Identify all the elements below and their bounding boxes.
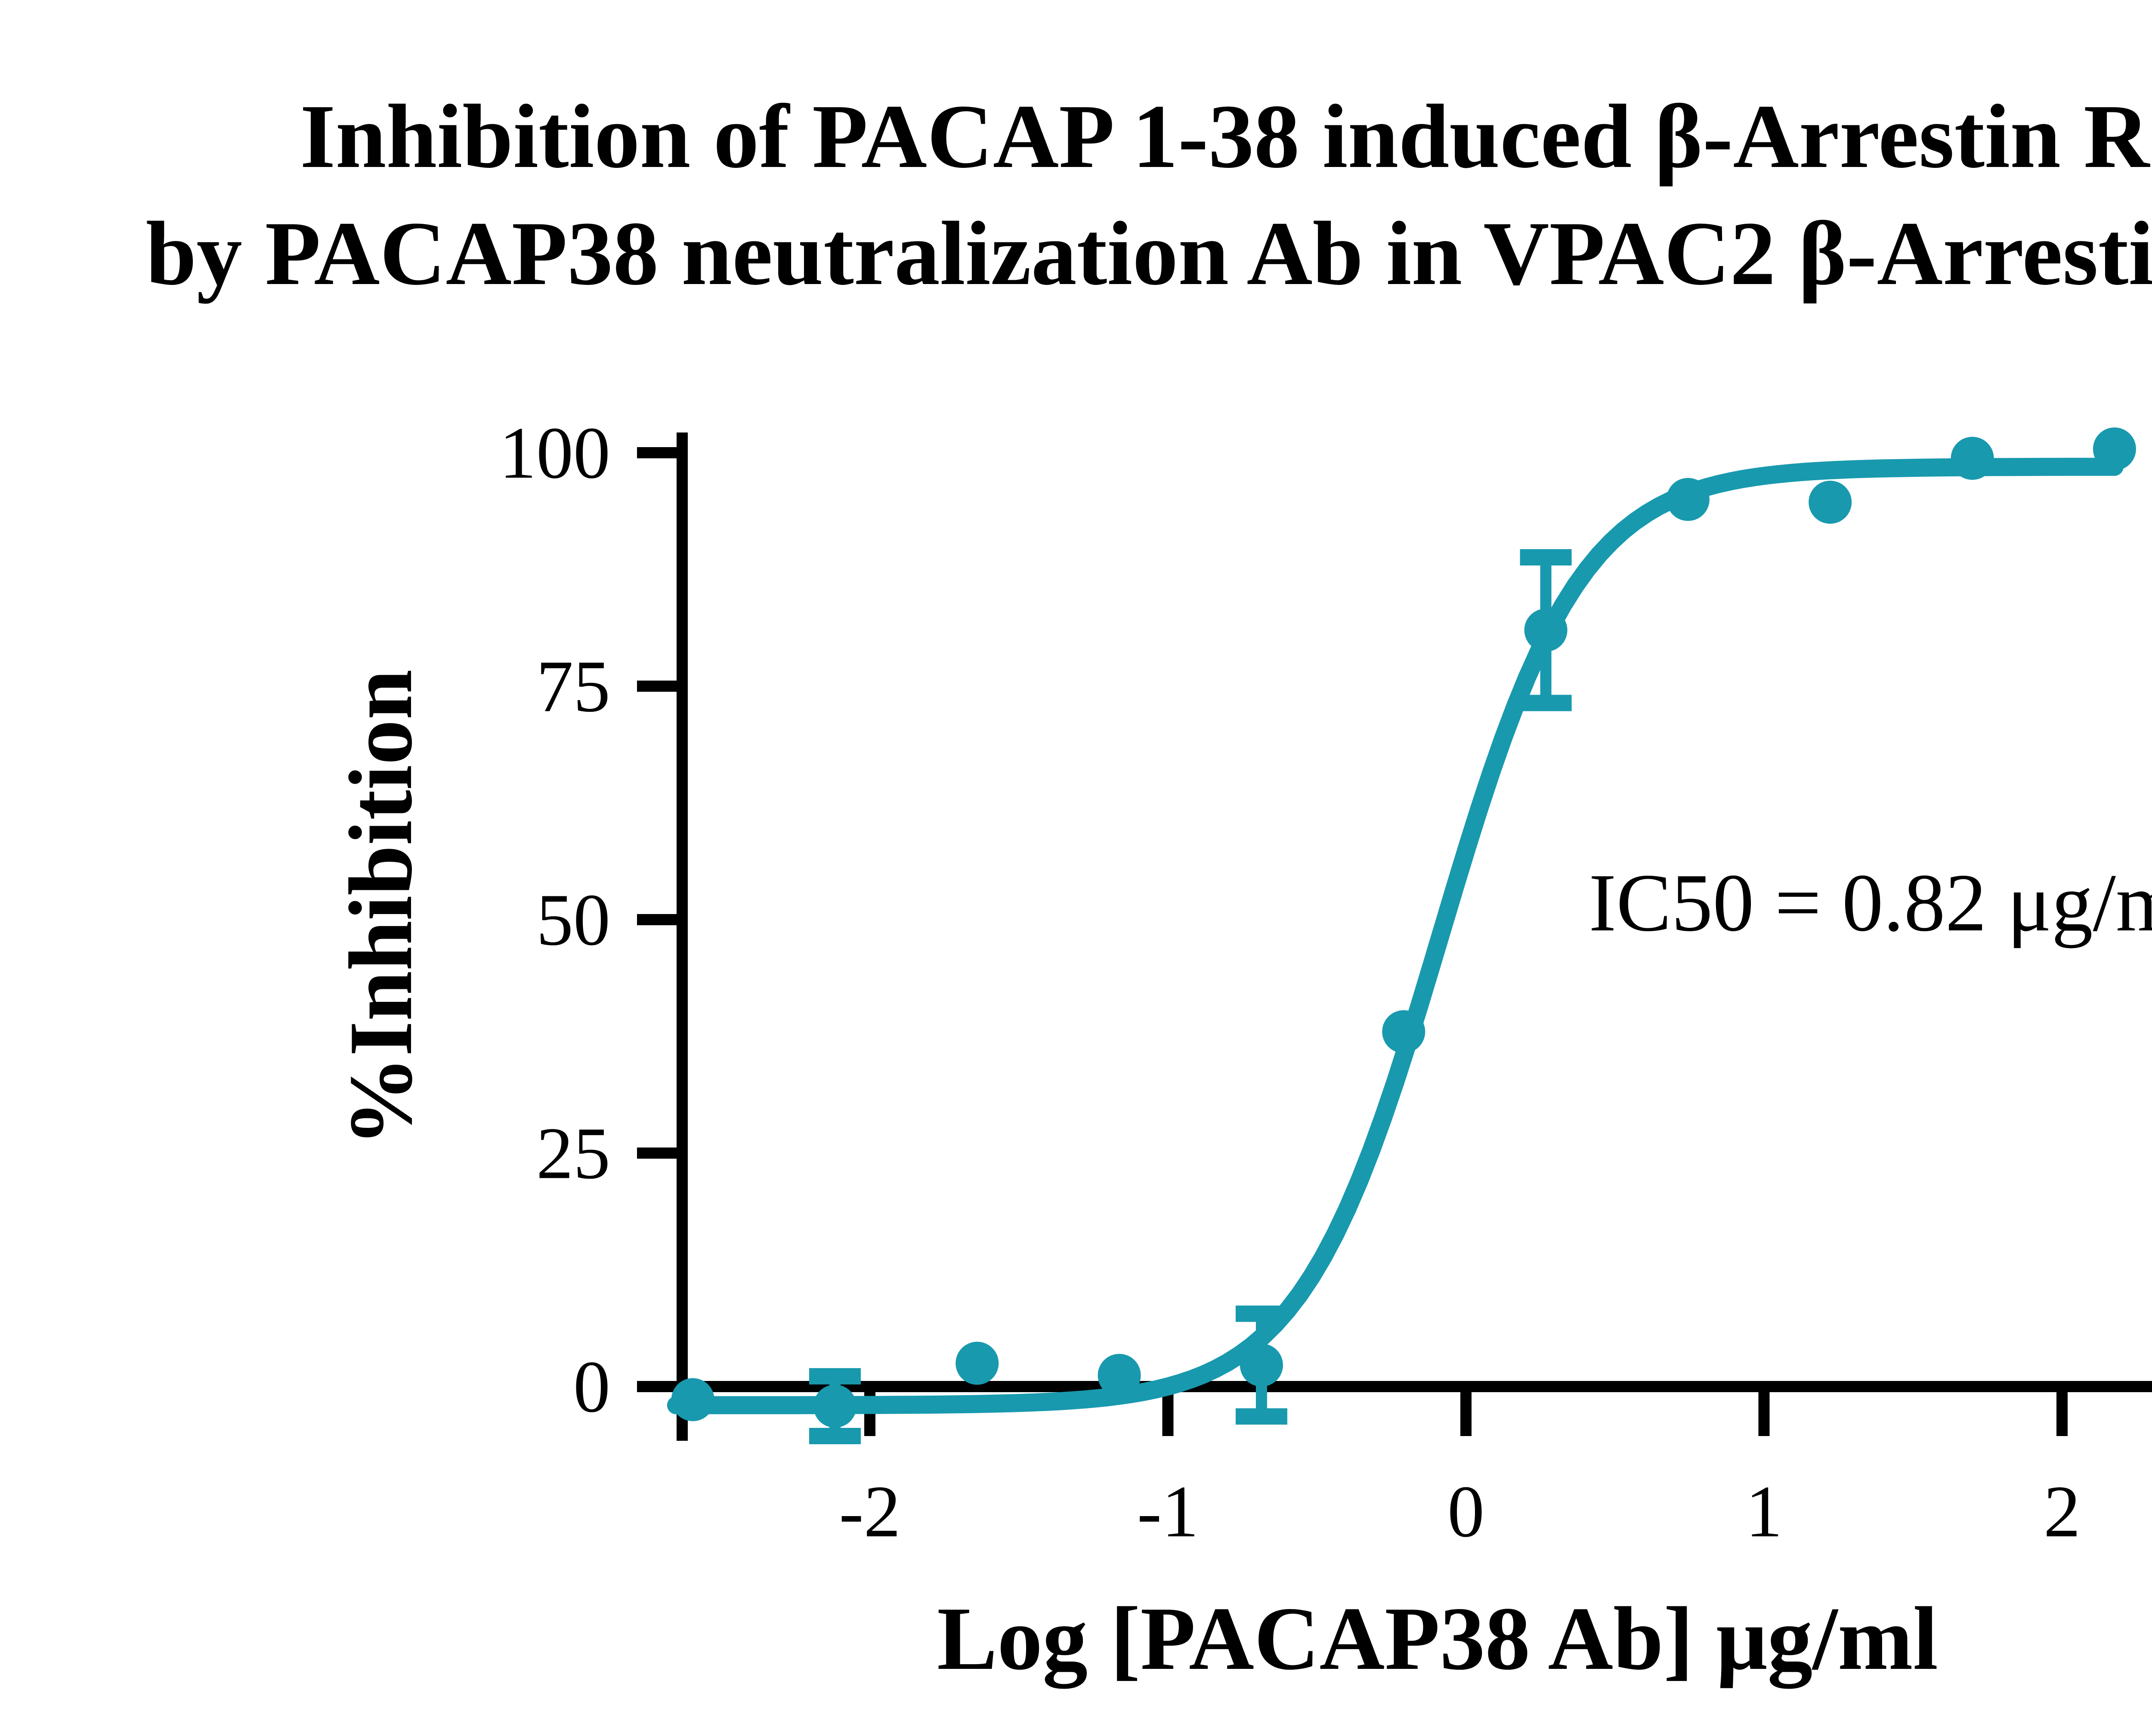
x-tick-label: -2 bbox=[839, 1471, 900, 1553]
y-tick bbox=[637, 680, 677, 692]
error-bar-cap-bottom bbox=[1235, 1408, 1287, 1425]
data-point bbox=[2093, 427, 2136, 471]
x-tick bbox=[1758, 1392, 1770, 1436]
x-tick bbox=[1162, 1392, 1174, 1436]
y-axis-title: %Inhibition bbox=[331, 670, 431, 1147]
x-tick-label: 2 bbox=[2044, 1471, 2081, 1553]
x-tick-label: -1 bbox=[1137, 1471, 1199, 1553]
error-bar-cap-top bbox=[1235, 1305, 1287, 1322]
ic50-annotation: IC50 = 0.82 μg/ml bbox=[1589, 857, 2152, 948]
y-tick bbox=[637, 1381, 677, 1392]
error-bar-cap-bottom bbox=[809, 1428, 861, 1445]
y-tick bbox=[637, 914, 677, 925]
data-point bbox=[671, 1378, 714, 1421]
x-axis-line bbox=[637, 1381, 2152, 1392]
y-tick-label: 25 bbox=[536, 1113, 610, 1195]
x-tick-label: 1 bbox=[1746, 1471, 1783, 1553]
x-axis-title: Log [PACAP38 Ab] μg/ml bbox=[937, 1589, 1938, 1689]
error-bar-cap-top bbox=[809, 1368, 861, 1385]
y-tick-label: 75 bbox=[536, 646, 610, 728]
data-point bbox=[1098, 1354, 1141, 1397]
data-point bbox=[955, 1341, 999, 1385]
chart-title-line1: Inhibition of PACAP 1-38 induced β-Arres… bbox=[300, 86, 2152, 187]
plot-series bbox=[667, 427, 2136, 1445]
axes: -2 -1 0 1 2 0 25 50 75 100 bbox=[499, 412, 2152, 1553]
x-tick bbox=[1460, 1392, 1472, 1436]
data-point bbox=[1809, 481, 1852, 524]
chart-title: Inhibition of PACAP 1-38 induced β-Arres… bbox=[146, 86, 2152, 304]
data-point bbox=[1666, 478, 1710, 521]
fit-curve bbox=[667, 457, 2124, 1415]
y-axis-line bbox=[677, 432, 688, 1441]
y-tick bbox=[637, 1147, 677, 1159]
y-tick-label: 50 bbox=[536, 879, 610, 961]
data-point bbox=[1382, 1010, 1425, 1053]
chart-title-line2: by PACAP38 neutralization Ab in VPAC2 β-… bbox=[146, 203, 2152, 304]
data-point bbox=[1524, 609, 1568, 652]
x-tick bbox=[2056, 1392, 2068, 1436]
y-tick bbox=[637, 447, 677, 458]
y-tick-label: 100 bbox=[499, 412, 610, 494]
data-point bbox=[1951, 437, 1994, 480]
error-bar-cap-top bbox=[1520, 549, 1572, 566]
y-tick-label: 0 bbox=[573, 1346, 610, 1428]
data-point bbox=[813, 1384, 856, 1428]
x-tick-label: 0 bbox=[1447, 1471, 1484, 1553]
data-point bbox=[1240, 1344, 1283, 1387]
error-bar-cap-bottom bbox=[1520, 695, 1572, 711]
